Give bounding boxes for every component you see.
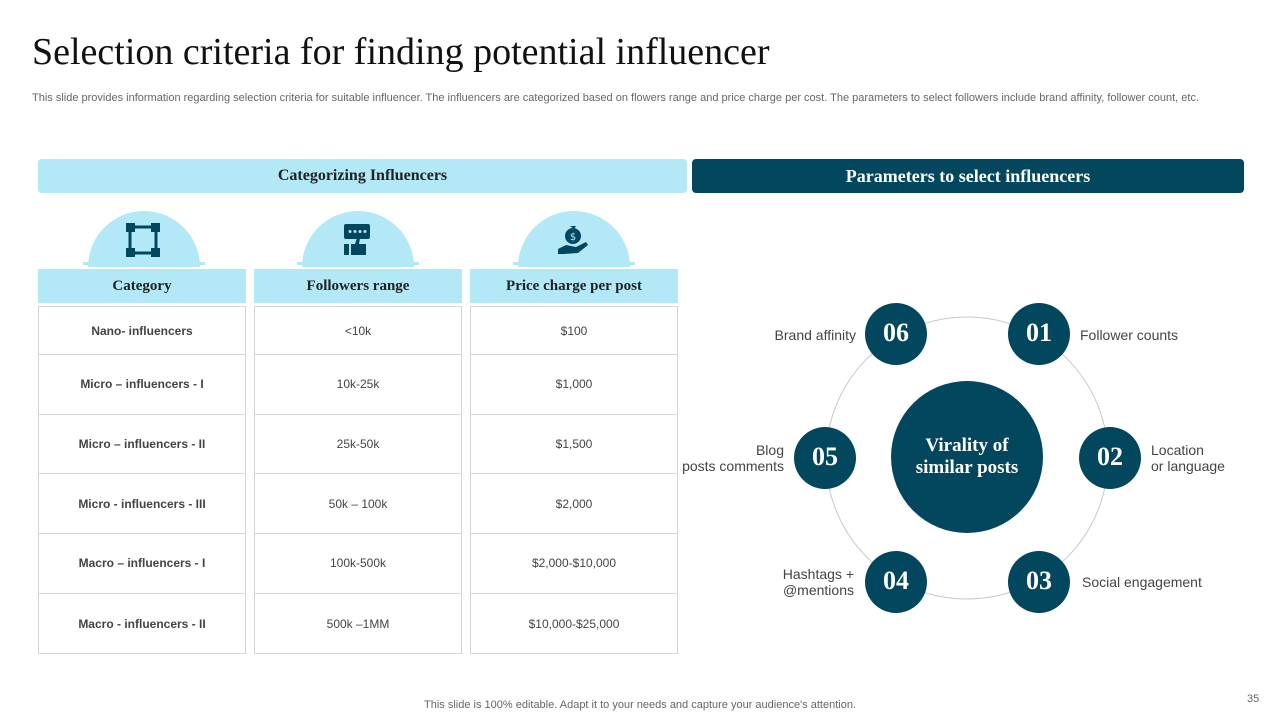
label-follower-counts: Follower counts (1080, 327, 1179, 343)
category-column: Category Nano- influencers Micro – influ… (38, 269, 246, 655)
table-cell: Macro - influencers - II (78, 616, 206, 631)
table-cell: Macro – influencers - I (39, 534, 245, 594)
category-dome (88, 211, 200, 267)
money-hand-icon: $ (558, 226, 588, 254)
price-dome-base (513, 262, 635, 265)
svg-text:$: $ (570, 232, 576, 243)
label-brand-affinity: Brand affinity (774, 327, 856, 343)
label-blog: Blog posts comments (682, 442, 784, 474)
wheel-center: Virality of similar posts (891, 381, 1043, 533)
label-location-line-2: or language (1151, 458, 1225, 474)
center-line-2: similar posts (915, 457, 1019, 478)
label-social-engagement: Social engagement (1082, 574, 1202, 590)
label-hashtags-line-1: Hashtags + (782, 566, 854, 582)
table-cell: 50k – 100k (255, 474, 461, 535)
node-02: 02 (1079, 427, 1141, 489)
table-cell: 500k –1MM (326, 616, 390, 631)
node-05: 05 (794, 427, 856, 489)
center-line-1: Virality of (925, 435, 1009, 456)
table-cell: $10,000-$25,000 (528, 616, 620, 631)
node-01: 01 (1008, 303, 1070, 365)
label-blog-line-2: posts comments (682, 458, 784, 474)
network-icon (126, 223, 160, 257)
table-cell: $2,000 (471, 474, 677, 535)
followers-dome (302, 211, 414, 267)
table-cell: $1,500 (471, 415, 677, 475)
table-cell: Micro - influencers - III (39, 474, 245, 535)
label-blog-line-1: Blog (755, 442, 784, 458)
price-column-header: Price charge per post (470, 269, 678, 303)
slide-subtitle: This slide provides information regardin… (32, 92, 1200, 104)
table-cell: $2,000-$10,000 (471, 534, 677, 594)
label-location-line-1: Location (1151, 442, 1204, 458)
node-03: 03 (1008, 551, 1070, 613)
slide-title: Selection criteria for finding potential… (32, 31, 770, 73)
label-hashtags-line-2: @mentions (782, 582, 854, 598)
node-06: 06 (865, 303, 927, 365)
label-location: Location or language (1151, 442, 1225, 474)
table-cell: 25k-50k (255, 415, 461, 475)
page-number: 35 (1247, 693, 1260, 705)
categorizing-header: Categorizing Influencers (38, 159, 687, 193)
price-column: Price charge per post $100 $1,000 $1,500… (470, 269, 678, 655)
category-dome-base (83, 262, 205, 265)
table-cell: 10k-25k (255, 355, 461, 415)
followers-column: Followers range <10k 10k-25k 25k-50k 50k… (254, 269, 462, 655)
table-cell: <10k (255, 307, 461, 355)
followers-dome-base (297, 262, 419, 265)
category-column-header: Category (38, 269, 246, 303)
table-cell: $100 (471, 307, 677, 355)
feedback-thumbs-up-icon (344, 224, 370, 255)
node-04: 04 (865, 551, 927, 613)
followers-column-header: Followers range (254, 269, 462, 303)
table-cell: Micro – influencers - II (39, 415, 245, 475)
price-dome: $ (518, 211, 630, 267)
table-cell: Nano- influencers (39, 307, 245, 355)
footer-note: This slide is 100% editable. Adapt it to… (424, 699, 856, 711)
parameters-header: Parameters to select influencers (692, 159, 1244, 193)
table-cell: $1,000 (471, 355, 677, 415)
table-cell: Micro – influencers - I (39, 355, 245, 415)
table-cell: 100k-500k (255, 534, 461, 594)
label-hashtags: Hashtags + @mentions (783, 566, 854, 598)
